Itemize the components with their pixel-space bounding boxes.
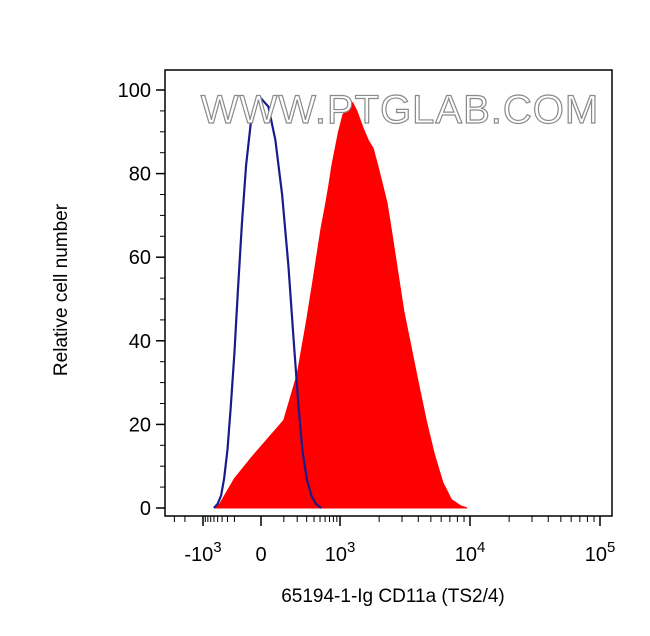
y-tick-label: 100 [118,80,151,102]
x-tick-exponent: 5 [607,539,615,556]
y-tick-label: 40 [129,331,151,353]
x-tick-label: -103 [184,539,221,566]
series-1-line [213,97,322,509]
plot-frame [164,69,613,517]
series-layer [213,97,468,509]
y-tick-label: 60 [129,247,151,269]
y-tick-label: 80 [129,164,151,186]
y-tick-label: 20 [129,414,151,436]
x-tick-exponent: 4 [477,539,485,556]
y-axis-title: Relative cell number [51,203,72,376]
x-axis-title: 65194-1-Ig CD11a (TS2/4) [281,586,505,607]
x-tick-exponent: 3 [347,539,355,556]
y-tick-label: 0 [140,498,151,520]
watermark-text: WWW.PTGLAB.COM [201,88,599,132]
x-tick-exponent: 3 [213,539,221,556]
series-0-area [214,101,468,509]
x-tick-label: 0 [255,544,266,566]
